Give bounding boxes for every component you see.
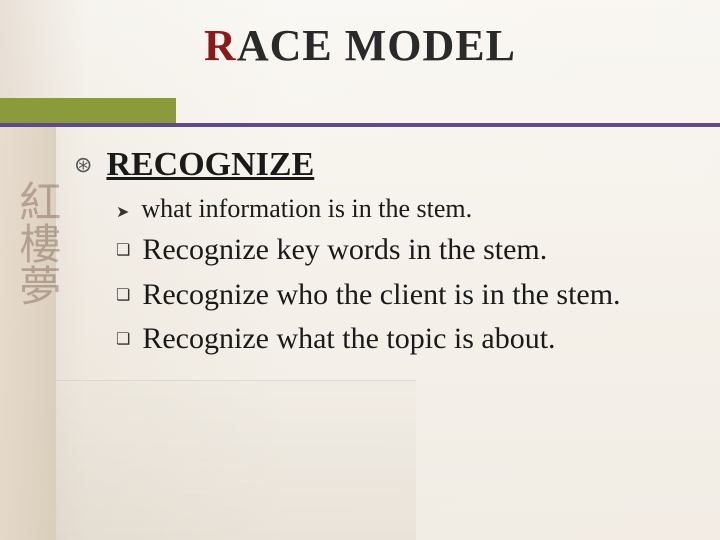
divider-row (0, 98, 720, 128)
circled-star-bullet-icon: ⊛ (74, 152, 92, 178)
square-bullet-icon: ❏ (116, 329, 130, 349)
divider-olive-bar (0, 98, 176, 126)
content-region: ⊛ RECOGNIZE ➤ what information is in the… (74, 146, 690, 364)
level3-item: ❏ Recognize what the topic is about. (116, 319, 690, 360)
level2-text: what information is in the stem. (141, 194, 472, 224)
level3-text: Recognize key words in the stem. (142, 230, 547, 271)
level2-item: ➤ what information is in the stem. (116, 194, 690, 224)
slide: RACE MODEL ⊛ RECOGNIZE ➤ what informatio… (0, 0, 720, 540)
slide-title: RACE MODEL (0, 20, 720, 71)
level1-text: RECOGNIZE (106, 146, 314, 184)
divider-purple-line (0, 123, 720, 127)
level1-item: ⊛ RECOGNIZE (74, 146, 690, 184)
title-accent-char: R (204, 21, 237, 70)
level3-text: Recognize what the topic is about. (142, 319, 555, 360)
square-bullet-icon: ❏ (116, 240, 130, 260)
square-bullet-icon: ❏ (116, 285, 130, 305)
title-rest: ACE MODEL (237, 21, 516, 70)
level3-item: ❏ Recognize key words in the stem. (116, 230, 690, 271)
level3-text: Recognize who the client is in the stem. (142, 275, 620, 316)
arrow-bullet-icon: ➤ (116, 202, 129, 222)
level3-item: ❏ Recognize who the client is in the ste… (116, 275, 690, 316)
